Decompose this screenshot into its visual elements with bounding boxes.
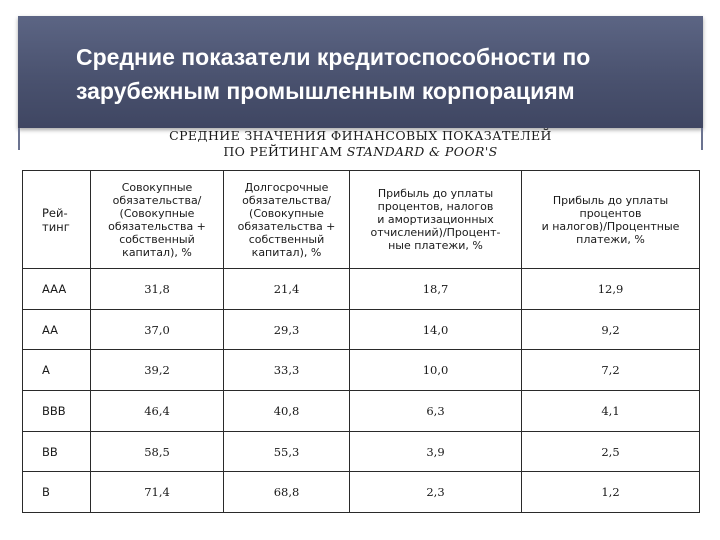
value-cell: 39,2 xyxy=(90,349,224,392)
header-line: и налогов)/Процентные xyxy=(541,219,680,233)
rating-cell: AA xyxy=(22,308,91,351)
header-line: Совокупные xyxy=(121,180,193,194)
value-cell: 33,3 xyxy=(223,349,350,392)
table-row: AAA 31,8 21,4 18,7 12,9 xyxy=(22,268,700,310)
value-cell: 14,0 xyxy=(349,308,522,351)
table-header-row: Рей-тинг Совокупные обязательства/(Совокуп… xyxy=(22,170,700,269)
header-line: капитал), % xyxy=(251,245,322,259)
rating-cell: B xyxy=(22,471,91,514)
value-cell: 10,0 xyxy=(349,349,522,392)
header-line: обязательства + xyxy=(237,219,336,233)
value-cell: 71,4 xyxy=(90,471,224,514)
table-caption-line-1: СРЕДНИЕ ЗНАЧЕНИЯ ФИНАНСОВЫХ ПОКАЗАТЕЛЕЙ xyxy=(169,128,552,143)
financial-indicators-table: Рей-тинг Совокупные обязательства/(Совокуп… xyxy=(22,170,700,514)
table-row: BB 58,5 55,3 3,9 2,5 xyxy=(22,430,700,473)
table-caption-line-2: ПО РЕЙТИНГАМ STANDARD & POOR'S xyxy=(20,144,701,160)
header-line: тинг xyxy=(42,219,70,234)
header-line: (Совокупные xyxy=(119,206,195,220)
rating-cell: BBB xyxy=(22,390,91,432)
value-cell: 46,4 xyxy=(90,390,224,432)
header-line: Прибыль до уплаты xyxy=(552,193,669,207)
value-cell: 68,8 xyxy=(223,471,350,514)
slide-title-line-2: зарубежным промышленным корпорациям xyxy=(76,78,575,104)
value-cell: 12,9 xyxy=(521,268,700,310)
header-line: Рей- xyxy=(42,205,68,220)
rating-cell: AAA xyxy=(22,268,91,310)
table-body: AAA 31,8 21,4 18,7 12,9 AA 37,0 29,3 14,0 9,2 A 39,… xyxy=(22,268,700,514)
frame-left-edge xyxy=(18,128,20,150)
header-ebit-interest-coverage: Прибыль до уплаты процентов и налогов)/Про… xyxy=(521,170,700,269)
value-cell: 1,2 xyxy=(521,471,700,514)
value-cell: 3,9 xyxy=(349,430,522,473)
value-cell: 40,8 xyxy=(223,390,350,432)
header-line: процентов, налогов xyxy=(377,200,494,213)
value-cell: 18,7 xyxy=(349,268,522,310)
header-rating: Рей-тинг xyxy=(22,170,91,269)
header-line: обязательства/ xyxy=(242,193,331,207)
header-line: Прибыль до уплаты xyxy=(377,187,494,200)
header-line: и амортизационных xyxy=(377,213,494,226)
header-ebitda-interest-coverage: Прибыль до уплаты процентов, налогов и амо… xyxy=(349,170,522,269)
value-cell: 31,8 xyxy=(90,268,224,310)
value-cell: 6,3 xyxy=(349,390,522,432)
header-line: процентов xyxy=(579,206,642,220)
value-cell: 9,2 xyxy=(521,308,700,351)
value-cell: 4,1 xyxy=(521,390,700,432)
frame-right-edge xyxy=(701,128,703,150)
rating-cell: A xyxy=(22,349,91,392)
slide-title: Средние показатели кредитоспособности по… xyxy=(76,40,676,108)
header-line: Долгосрочные xyxy=(244,180,329,194)
value-cell: 2,3 xyxy=(349,471,522,514)
table-row: AA 37,0 29,3 14,0 9,2 xyxy=(22,308,700,351)
table-caption-prefix: ПО РЕЙТИНГАМ xyxy=(223,144,347,159)
value-cell: 7,2 xyxy=(521,349,700,392)
value-cell: 37,0 xyxy=(90,308,224,351)
table-caption: СРЕДНИЕ ЗНАЧЕНИЯ ФИНАНСОВЫХ ПОКАЗАТЕЛЕЙ … xyxy=(20,128,701,160)
value-cell: 2,5 xyxy=(521,430,700,473)
header-line: собственный xyxy=(248,232,325,246)
header-long-term-liabilities-ratio: Долгосрочные обязательства/(Совокупные обя… xyxy=(223,170,350,269)
header-line: капитал), % xyxy=(122,245,192,259)
value-cell: 55,3 xyxy=(223,430,350,473)
header-line: отчислений)/Процент- xyxy=(370,226,501,239)
table-row: BBB 46,4 40,8 6,3 4,1 xyxy=(22,390,700,432)
header-line: ные платежи, % xyxy=(388,239,483,252)
header-line: собственный xyxy=(119,232,195,246)
table-row: A 39,2 33,3 10,0 7,2 xyxy=(22,349,700,392)
slide-title-line-1: Средние показатели кредитоспособности по xyxy=(76,44,591,70)
table-caption-agency: STANDARD & POOR'S xyxy=(346,144,498,159)
header-line: обязательства/ xyxy=(112,193,202,207)
header-line: обязательства + xyxy=(108,219,206,233)
value-cell: 29,3 xyxy=(223,308,350,351)
header-line: платежи, % xyxy=(576,232,645,246)
header-line: (Совокупные xyxy=(249,206,324,220)
value-cell: 21,4 xyxy=(223,268,350,310)
header-total-liabilities-ratio: Совокупные обязательства/(Совокупные обяза… xyxy=(90,170,224,269)
rating-cell: BB xyxy=(22,430,91,473)
slide-title-band: Средние показатели кредитоспособности по… xyxy=(18,16,703,128)
table-row: B 71,4 68,8 2,3 1,2 xyxy=(22,471,700,514)
value-cell: 58,5 xyxy=(90,430,224,473)
